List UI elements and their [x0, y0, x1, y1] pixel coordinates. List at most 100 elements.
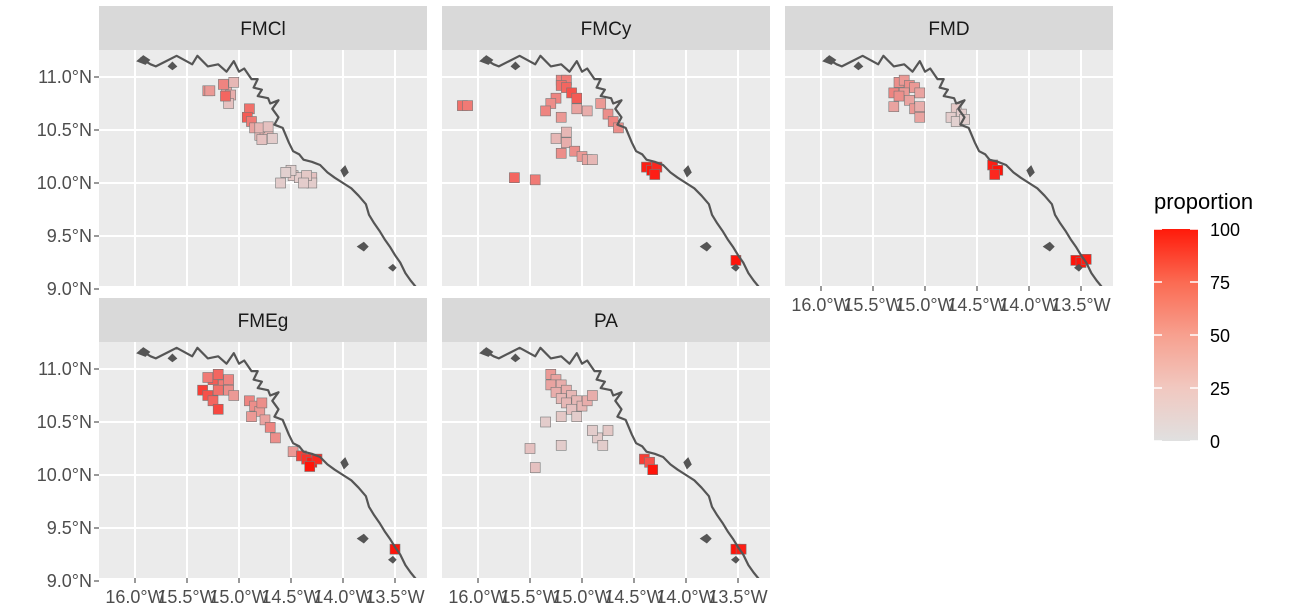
grid-cell — [555, 111, 567, 123]
legend: proportion 100 75 50 25 0 — [1154, 189, 1253, 452]
facet-strip-label: PA — [594, 311, 618, 332]
grid-cell — [262, 121, 274, 133]
facet-strip-label: FMCy — [581, 19, 632, 40]
grid-cell — [893, 90, 905, 102]
legend-label-75: 75 — [1210, 273, 1230, 293]
longitude-label: 14.5°W — [604, 587, 663, 607]
longitude-label: 14.0°W — [656, 587, 715, 607]
island — [822, 55, 837, 65]
legend-label-0: 0 — [1210, 432, 1220, 452]
grid-cell — [304, 461, 316, 472]
island — [136, 55, 151, 65]
island — [479, 347, 494, 357]
facet-strip — [442, 6, 770, 50]
grid-cell — [587, 425, 598, 436]
latitude-label: 9.5°N — [47, 518, 92, 538]
island — [510, 353, 521, 363]
legend-label-50: 50 — [1210, 326, 1230, 346]
grid-cell — [228, 77, 240, 88]
grid-cell — [735, 543, 747, 555]
grid-cell — [298, 177, 309, 189]
grid-cell — [228, 390, 240, 401]
grid-cell — [212, 384, 224, 396]
grid-cell — [587, 390, 598, 401]
latitude-label: 10.0°N — [37, 173, 92, 193]
grid-cell — [888, 101, 900, 112]
coastline — [482, 54, 760, 286]
latitude-label: 9.5°N — [47, 226, 92, 246]
island — [853, 61, 864, 71]
grid-cell — [509, 172, 520, 183]
grid-cell — [540, 105, 551, 117]
grid-cell — [529, 174, 541, 186]
grid-cell — [540, 416, 551, 428]
panel-background — [99, 342, 427, 578]
facet-strip-label: FMEg — [238, 311, 289, 332]
facet-strip-label: FMD — [928, 19, 969, 40]
latitude-label: 10.5°N — [37, 120, 92, 140]
grid-cell — [218, 79, 229, 90]
grid-cell — [550, 133, 562, 144]
island — [167, 61, 178, 71]
longitude-label: 16.0°W — [448, 587, 507, 607]
island — [387, 263, 397, 272]
grid-cell — [212, 403, 224, 415]
facet-strip — [99, 298, 427, 342]
grid-cell — [555, 148, 567, 159]
panel-content — [442, 342, 770, 578]
grid-cell — [587, 154, 598, 165]
grid-cell — [555, 411, 567, 423]
legend-title: proportion — [1154, 189, 1253, 214]
island — [340, 165, 349, 178]
island — [730, 263, 740, 272]
longitude-label: 13.5°W — [365, 587, 424, 607]
grid-cell — [914, 101, 926, 112]
island — [340, 457, 349, 470]
panel-background — [99, 50, 427, 286]
facet-panel-fmcl: FMCl — [99, 6, 427, 286]
legend-label-25: 25 — [1210, 379, 1230, 399]
grid-cell — [264, 421, 276, 433]
grid-cell — [223, 374, 234, 385]
panel-content — [99, 342, 427, 578]
latitude-label: 11.0°N — [38, 359, 92, 379]
grid-cell — [914, 87, 926, 99]
grid-cell — [581, 105, 593, 117]
facet-panels: FMCl FMCy FMD FMEg PA — [99, 6, 1113, 578]
island — [136, 347, 151, 357]
grid-cell — [649, 169, 661, 180]
grid-cell — [571, 92, 583, 104]
grid-cell — [597, 440, 609, 451]
longitude-label: 13.5°W — [708, 587, 767, 607]
panel-content — [99, 50, 427, 286]
grid-cell — [561, 137, 572, 149]
grid-cell — [529, 462, 541, 473]
longitude-label: 15.0°W — [895, 295, 954, 315]
longitude-label: 15.5°W — [500, 587, 559, 607]
grid-cell — [202, 372, 214, 383]
grid-cell — [647, 464, 659, 476]
grid-cell — [914, 111, 926, 123]
panel-content — [442, 50, 770, 286]
grid-cell — [569, 145, 581, 157]
island — [1073, 263, 1083, 272]
longitude-label: 14.5°W — [947, 295, 1006, 315]
grid-cell — [571, 411, 583, 423]
grid-cell — [595, 98, 607, 109]
grid-cell — [524, 443, 536, 454]
grid-cell — [212, 368, 224, 380]
island — [1042, 241, 1055, 252]
latitude-label: 10.0°N — [37, 465, 92, 485]
grid-cell — [561, 126, 572, 138]
latitude-label: 10.5°N — [37, 412, 92, 432]
facet-panel-fmcy: FMCy — [442, 6, 770, 286]
grid-cell — [389, 543, 401, 555]
island — [479, 55, 494, 65]
longitude-label: 16.0°W — [105, 587, 164, 607]
island — [730, 555, 740, 564]
panel-background — [785, 50, 1113, 286]
facet-panel-fmd: FMD — [785, 6, 1113, 286]
island — [1026, 165, 1035, 178]
island — [356, 533, 369, 544]
